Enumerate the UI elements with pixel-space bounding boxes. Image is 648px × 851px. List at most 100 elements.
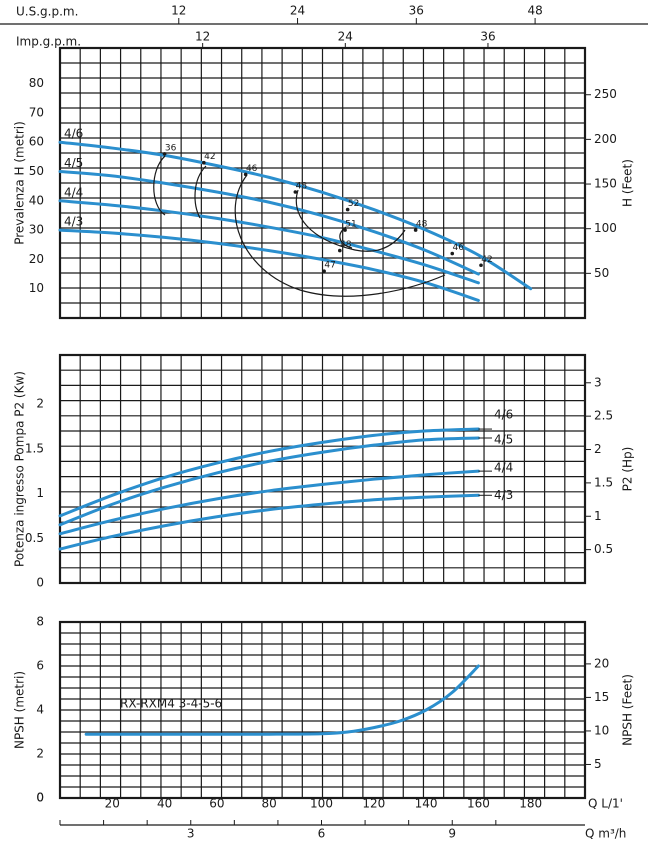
efficiency-point [322, 269, 326, 273]
lmin-tick-label: 100 [310, 797, 333, 811]
head-series-label: 4/4 [64, 185, 83, 199]
efficiency-label: 52 [348, 199, 359, 209]
efficiency-label: 36 [165, 143, 177, 153]
left-axis-title: NPSH (metri) [13, 671, 27, 749]
head-series-label: 4/6 [64, 127, 83, 141]
left-tick-label: 0 [36, 791, 44, 805]
left-axis-title: Potenza ingresso Pompa P2 (Kw) [13, 371, 27, 567]
left-tick-label: 0.5 [25, 531, 44, 545]
lmin-tick-label: 20 [105, 797, 120, 811]
lmin-tick-label: 160 [467, 797, 490, 811]
efficiency-label: 47 [324, 261, 335, 271]
efficiency-point [450, 251, 455, 256]
us-gpm-tick-label: 12 [171, 4, 186, 18]
left-tick-label: 10 [29, 281, 44, 295]
lmin-zero-label: 0 [36, 791, 44, 805]
npsh-curve-rx-rxm4-3-4-5-6 [84, 664, 480, 736]
efficiency-label: 42 [481, 255, 492, 265]
right-tick-label: 150 [594, 177, 617, 191]
right-tick-label: 2 [594, 442, 602, 456]
us-gpm-label: U.S.g.p.m. [16, 5, 78, 19]
right-tick-label: 100 [594, 221, 617, 235]
lmin-tick-label: 180 [519, 797, 542, 811]
efficiency-iso-line [194, 165, 207, 219]
head-curve-4-6 [58, 140, 533, 291]
left-tick-label: 50 [29, 164, 44, 178]
plot-frame-3 [58, 620, 587, 800]
m3h-axis-label: Q m³/h [585, 827, 626, 841]
right-tick-label: 15 [594, 690, 609, 704]
efficiency-label: 46 [246, 164, 258, 174]
power-series-label: 4/6 [494, 408, 513, 422]
efficiency-iso-line [295, 189, 406, 252]
right-axis-title: P2 (Hp) [621, 447, 635, 492]
m3h-tick-label: 3 [187, 827, 195, 841]
right-tick-label: 2.5 [594, 409, 613, 423]
efficiency-label: 48 [340, 240, 352, 250]
efficiency-point [413, 228, 418, 232]
lmin-tick-label: 140 [415, 797, 438, 811]
imp-gpm-label: Imp.g.p.m. [16, 35, 81, 49]
lmin-tick-label: 80 [262, 797, 277, 811]
head-curve-4-3 [58, 228, 480, 302]
efficiency-label: 51 [345, 220, 356, 230]
left-tick-label: 2 [36, 397, 44, 411]
efficiency-point [202, 160, 206, 165]
right-tick-label: 5 [594, 757, 602, 771]
efficiency-iso-line [153, 155, 166, 216]
efficiency-point [162, 152, 167, 156]
npsh-series-label: RX-RXM4 3-4-5-6 [120, 697, 222, 711]
efficiency-label: 46 [453, 243, 465, 253]
efficiency-point [345, 207, 350, 212]
right-tick-label: 10 [594, 723, 609, 737]
left-tick-label: 6 [36, 659, 44, 673]
left-tick-label: 4 [36, 703, 44, 717]
imp-gpm-tick-label: 12 [195, 30, 210, 44]
efficiency-point [338, 248, 342, 253]
left-tick-label: 1.5 [25, 441, 44, 455]
plot-frame-1 [58, 46, 587, 320]
imp-gpm-tick-label: 24 [338, 30, 353, 44]
right-tick-label: 1 [594, 509, 602, 523]
m3h-tick-label: 9 [448, 827, 456, 841]
power-series-label: 4/5 [494, 433, 513, 447]
lmin-tick-label: 60 [209, 797, 224, 811]
left-tick-label: 40 [29, 193, 44, 207]
right-axis-title: H (Feet) [621, 159, 635, 207]
plot-frame-2 [58, 353, 587, 585]
power-curve-4-4 [58, 469, 480, 536]
efficiency-iso-line [234, 174, 446, 297]
right-tick-label: 20 [594, 656, 609, 670]
head-curve-4-4 [58, 199, 480, 285]
right-tick-label: 250 [594, 87, 617, 101]
efficiency-point [243, 172, 248, 177]
left-tick-label: 80 [29, 76, 44, 90]
left-tick-label: 0 [36, 576, 44, 590]
us-gpm-tick-label: 24 [290, 4, 305, 18]
right-tick-label: 3 [594, 375, 602, 389]
left-axis-title: Prevalenza H (metri) [13, 121, 27, 245]
left-tick-label: 20 [29, 252, 44, 266]
efficiency-label: 48 [296, 182, 308, 192]
power-curve-4-3 [58, 493, 480, 551]
right-tick-label: 200 [594, 132, 617, 146]
lmin-axis-label: Q L/1' [588, 797, 623, 811]
power-curve-4-5 [58, 436, 480, 527]
left-tick-label: 60 [29, 135, 44, 149]
left-tick-label: 8 [36, 615, 44, 629]
power-series-label: 4/4 [494, 461, 513, 475]
efficiency-point [479, 263, 483, 268]
right-tick-label: 50 [594, 266, 609, 280]
imp-gpm-tick-label: 36 [480, 30, 495, 44]
lmin-tick-label: 40 [157, 797, 172, 811]
head-series-label: 4/3 [64, 215, 83, 229]
efficiency-label: 42 [204, 152, 215, 162]
head-curve-4-5 [58, 170, 480, 276]
us-gpm-tick-label: 36 [409, 4, 424, 18]
left-tick-label: 1 [36, 486, 44, 500]
right-tick-label: 0.5 [594, 542, 613, 556]
right-tick-label: 1.5 [594, 475, 613, 489]
efficiency-label: 48 [416, 220, 428, 230]
power-curve-4-6 [58, 427, 480, 518]
